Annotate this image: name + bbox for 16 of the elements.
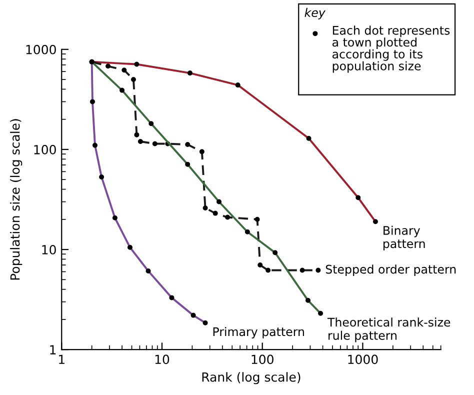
series-label: Theoretical rank-size rule pattern [327, 318, 450, 342]
x-tick-label: 10 [155, 354, 170, 364]
y-tick-label: 1000 [26, 44, 56, 54]
series-label: Primary pattern [213, 327, 304, 338]
annotation: Each dot represents a town plotted according to its population size [332, 26, 450, 73]
x-tick-label: 100 [252, 354, 274, 364]
y-tick-label: 1 [50, 345, 56, 354]
y-axis-title: Population size (log scale) [10, 119, 22, 280]
text: key [304, 8, 326, 20]
series-label: Stepped order pattern [326, 264, 456, 276]
x-tick-label: 1000 [348, 354, 378, 364]
y-tick-label: 10 [42, 244, 56, 254]
y-tick-label: 100 [34, 144, 56, 154]
series-label: Binary pattern [383, 226, 425, 250]
x-tick-label: 1 [59, 354, 64, 364]
x-axis-title: Rank (log scale) [202, 372, 300, 384]
